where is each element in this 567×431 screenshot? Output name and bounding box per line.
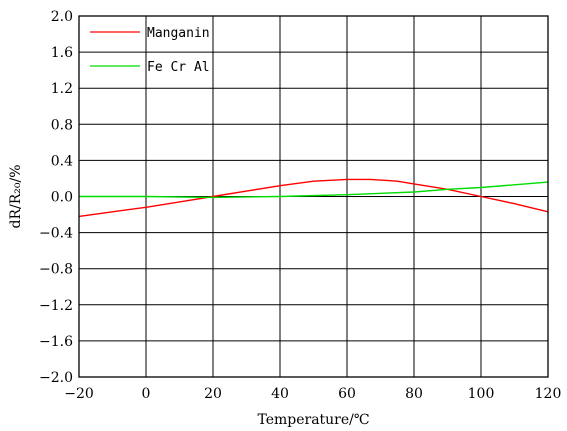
legend-label-manganin: Manganin [147,26,210,41]
x-tick-label: 20 [204,386,222,402]
series-line-fe-cr-al [79,181,549,199]
plot-area-frame [78,15,549,378]
y-tick-label: −0.4 [39,226,73,242]
y-tick-label: 1.2 [51,81,73,97]
y-axis-title: dR/R₂₀/% [8,164,24,228]
legend: Manganin Fe Cr Al [90,26,210,75]
x-tick-label: 60 [338,386,356,402]
grid [78,15,549,378]
series-lines [78,178,549,218]
x-tick-label: 120 [535,386,562,402]
x-tick-label: −20 [64,386,94,402]
y-tick-label: −1.2 [39,298,73,314]
x-tick-label: 0 [142,386,151,402]
x-axis-title: Temperature/℃ [257,412,369,428]
legend-label-fecral: Fe Cr Al [147,60,210,75]
y-tick-label: 0.0 [51,190,73,206]
series-line-manganin [78,178,549,218]
y-tick-label: 0.4 [51,153,73,169]
x-tick-label: 100 [468,386,495,402]
y-tick-label: −1.6 [39,334,73,350]
x-tick-labels: −20 0 20 40 60 80 100 120 [64,386,561,402]
y-tick-label: 1.6 [51,45,73,61]
y-tick-label: 0.8 [51,117,73,133]
y-tick-labels: 2.0 1.6 1.2 0.8 0.4 0.0 −0.4 −0.8 −1.2 −1.6 −2.0 [39,9,73,386]
y-tick-label: 2.0 [51,9,73,25]
x-tick-label: 40 [271,386,289,402]
y-tick-label: −0.8 [39,262,73,278]
y-tick-label: −2.0 [39,370,73,386]
x-tick-label: 80 [405,386,423,402]
